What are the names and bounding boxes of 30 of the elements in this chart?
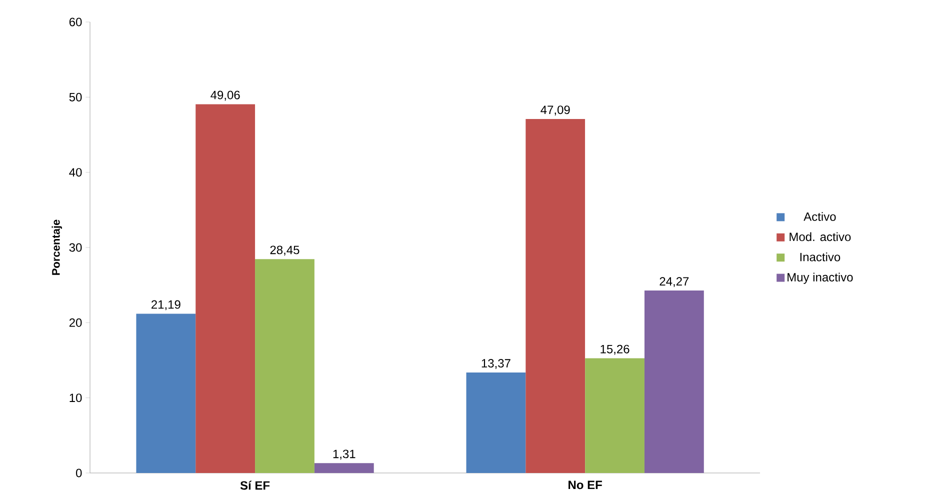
data-label: 21,19	[152, 300, 180, 310]
legend-label: Activo	[804, 212, 836, 221]
bar	[466, 372, 526, 473]
bar	[585, 358, 644, 473]
data-label: 47,09	[540, 106, 570, 116]
bar	[196, 104, 256, 473]
data-label: 1,31	[333, 450, 356, 460]
bar	[255, 259, 314, 473]
data-label: 13,37	[482, 359, 510, 369]
legend-label: Muy inactivo	[788, 272, 853, 284]
x-tick-label: Sí EF	[240, 480, 270, 490]
bar	[314, 463, 374, 473]
bar	[644, 290, 704, 473]
bar	[136, 314, 196, 473]
data-label: 24,27	[660, 277, 689, 288]
y-tick-label: 50	[69, 92, 82, 102]
legend-label: Mod. activo	[790, 232, 851, 242]
legend-label: Inactivo	[800, 252, 840, 262]
bar	[526, 119, 586, 473]
data-label: 28,45	[270, 246, 300, 256]
x-tick-label: No EF	[568, 480, 602, 490]
y-tick-label: 0	[76, 468, 82, 478]
y-axis-title: Porcentaje	[52, 220, 62, 275]
y-tick-label: 60	[69, 18, 82, 26]
data-label: 49,06	[210, 90, 240, 101]
data-label: 15,26	[600, 344, 630, 355]
y-tick-label: 40	[69, 168, 82, 177]
y-tick-label: 30	[69, 243, 82, 252]
y-tick-label: 20	[69, 318, 82, 327]
y-tick-label: 10	[70, 394, 82, 402]
